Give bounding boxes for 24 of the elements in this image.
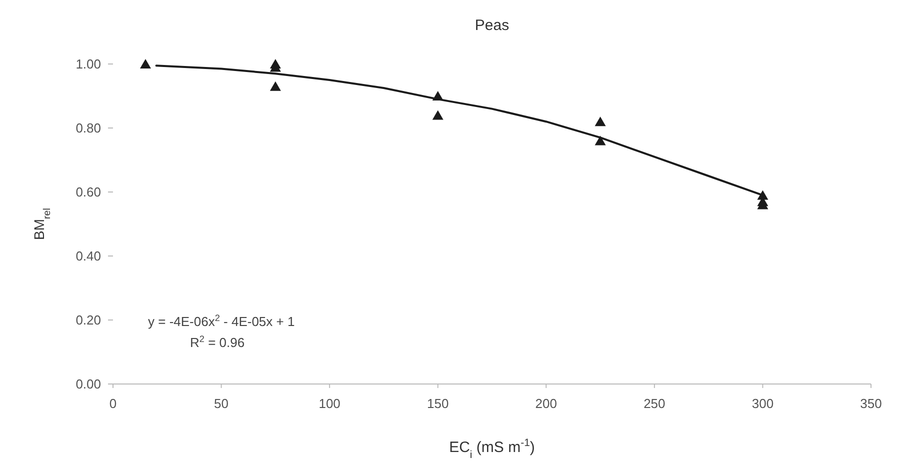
- x-tick-label: 200: [535, 396, 557, 411]
- x-tick-label: 0: [109, 396, 117, 411]
- y-tick-label: 0.20: [76, 312, 101, 328]
- point: [140, 59, 151, 68]
- point: [432, 91, 444, 100]
- chart-title: Peas: [474, 17, 510, 34]
- x-tick-label: 50: [214, 396, 229, 411]
- x-tick-label: 250: [644, 396, 666, 411]
- x-tick-label: 150: [427, 396, 449, 411]
- point: [270, 81, 281, 91]
- y-tick-label: 1.00: [76, 56, 101, 72]
- y-tick-label: 0.60: [76, 184, 101, 200]
- y-tick-label: 0.80: [76, 120, 101, 136]
- x-tick-label: 350: [860, 396, 882, 411]
- point: [594, 136, 606, 146]
- point: [594, 116, 606, 126]
- x-tick-label: 300: [752, 396, 774, 411]
- x-tick-label: 100: [318, 396, 340, 411]
- annotation: y = -4E-06x$^{2}$ - 4E-05x + 1: [148, 313, 295, 329]
- annotation: R$^{2}$ = 0.96: [190, 334, 245, 350]
- x-axis-title: EC$_{i}$ (mS m$^{-1}$): [449, 437, 535, 461]
- y-tick-label: 0.00: [76, 376, 101, 392]
- y-tick-label: 0.40: [76, 248, 101, 264]
- point: [432, 110, 444, 120]
